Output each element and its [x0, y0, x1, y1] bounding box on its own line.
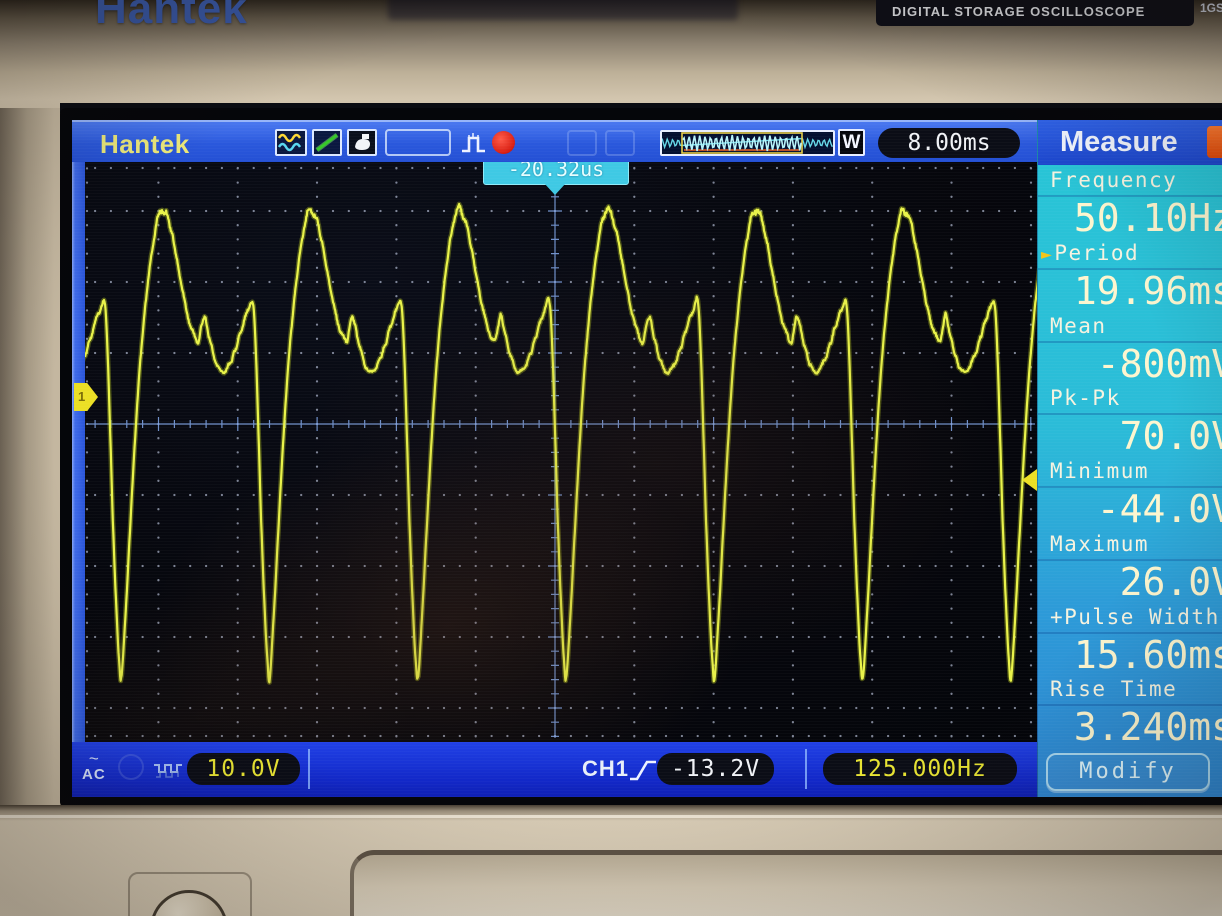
- measure-row: Rise Time 3.240ms: [1038, 674, 1222, 750]
- measure-row: Mean -800mV: [1038, 311, 1222, 386]
- measure-label-text: Minimum: [1050, 459, 1150, 483]
- ac-label: AC: [82, 766, 106, 783]
- line-mode-icon: [312, 129, 342, 156]
- measure-label: Maximum: [1038, 529, 1222, 558]
- record-icon: [492, 131, 515, 154]
- measure-label-text: Frequency: [1050, 168, 1178, 192]
- brand-logo: Hantek: [95, 0, 248, 33]
- measure-row: Maximum 26.0V: [1038, 529, 1222, 604]
- row-separator: [1038, 413, 1222, 416]
- scope-body-left: [0, 108, 60, 808]
- row-separator: [1038, 340, 1222, 343]
- measure-value: -800mV: [1096, 341, 1222, 386]
- pulse-trigger-icon: [460, 130, 490, 161]
- status-bar: Hantek: [72, 120, 1037, 162]
- row-separator: [1038, 267, 1222, 270]
- measure-label-text: Period: [1054, 240, 1140, 265]
- channel-status-bar: ~ AC 10.0V CH1 -13.2V 125.000Hz: [72, 742, 1037, 797]
- row-separator: [1038, 704, 1222, 707]
- waveform-display: -20.32us: [85, 162, 1037, 742]
- rising-edge-icon: [628, 755, 658, 790]
- volts-per-div-readout: 10.0V: [187, 753, 300, 785]
- bezel-highlight: [0, 815, 1222, 818]
- lcd-screen: Hantek: [60, 108, 1222, 808]
- divider: [805, 749, 807, 789]
- empty-status-slot: [385, 129, 451, 156]
- measure-label: Rise Time: [1038, 674, 1222, 703]
- square-wave-icon: [153, 757, 183, 786]
- measure-label-text: +Pulse Width: [1050, 604, 1220, 629]
- screen-brand-logo: Hantek: [100, 129, 190, 159]
- measure-label: Frequency: [1038, 165, 1222, 194]
- modify-button[interactable]: Modify: [1046, 753, 1210, 791]
- measure-label: ►Period: [1038, 238, 1222, 267]
- measure-label: Minimum: [1038, 456, 1222, 485]
- channel-waves-icon: [275, 129, 307, 156]
- measure-value: -44.0V: [1096, 487, 1222, 531]
- measure-row: ►Period 19.96ms: [1038, 238, 1222, 313]
- ghost-usb-icon: [567, 130, 597, 156]
- measure-value: 26.0V: [1119, 559, 1222, 604]
- measure-label: Pk-Pk: [1038, 383, 1222, 412]
- trigger-position-tag[interactable]: -20.32us: [483, 162, 629, 195]
- window-mode-badge: W: [838, 129, 865, 156]
- measure-value: 50.10Hz: [1073, 196, 1222, 240]
- row-separator: [1038, 558, 1222, 561]
- front-button-frame: [128, 872, 252, 916]
- measure-rows: Frequency 50.10Hz ►Period 19.96ms Mean -800mV…: [1038, 165, 1222, 750]
- trigger-level-readout: -13.2V: [657, 753, 774, 785]
- measure-row: Pk-Pk 70.0V: [1038, 383, 1222, 459]
- measure-panel: Measure Frequency 50.10Hz ►Period 19.96ms Me…: [1037, 120, 1222, 797]
- measure-label-text: Pk-Pk: [1050, 386, 1121, 411]
- measure-label-text: Rise Time: [1050, 677, 1178, 702]
- screen-frame: [72, 162, 85, 742]
- trigger-frequency-counter: 125.000Hz: [823, 753, 1017, 785]
- measure-label: Mean: [1038, 311, 1222, 340]
- tilde-glyph: ~: [88, 749, 99, 768]
- measure-label: +Pulse Width: [1038, 602, 1222, 631]
- coupling-ac-icon: ~ AC: [82, 750, 106, 782]
- model-badge: DIGITAL STORAGE OSCILLOSCOPE: [876, 0, 1194, 26]
- measure-label-text: Mean: [1050, 313, 1107, 338]
- scope-body-bottom: [0, 805, 1222, 916]
- front-tray-slot: [350, 850, 1222, 916]
- measure-value: 15.60ms: [1073, 632, 1222, 677]
- measure-row: Minimum -44.0V: [1038, 456, 1222, 531]
- ghost-print-icon: [605, 130, 635, 156]
- row-separator: [1038, 486, 1222, 488]
- scope-body-top: Hantek DIGITAL STORAGE OSCILLOSCOPE 1GSa…: [0, 0, 1222, 113]
- timebase-readout: 8.00ms: [878, 128, 1020, 158]
- measure-value: 19.96ms: [1073, 268, 1222, 313]
- measure-value: 3.240ms: [1073, 705, 1222, 750]
- panel-corner-tab: [1207, 126, 1222, 158]
- record-window-preview: [660, 130, 835, 156]
- row-separator: [1038, 631, 1222, 634]
- measure-row: +Pulse Width 15.60ms: [1038, 602, 1222, 677]
- print-icon: [347, 129, 377, 156]
- sample-rate-label: 1GSa/s: [1200, 1, 1222, 15]
- model-text-shadow: [388, 0, 738, 20]
- ground-coupling-icon: [118, 754, 144, 780]
- row-separator: [1038, 195, 1222, 197]
- selection-arrow-icon: ►: [1041, 243, 1054, 265]
- channel-name: CH1: [582, 756, 630, 781]
- divider: [308, 749, 310, 789]
- measure-row: Frequency 50.10Hz: [1038, 165, 1222, 240]
- measure-panel-title: Measure: [1038, 120, 1222, 165]
- measure-value: 70.0V: [1119, 414, 1222, 459]
- measure-label-text: Maximum: [1050, 531, 1150, 556]
